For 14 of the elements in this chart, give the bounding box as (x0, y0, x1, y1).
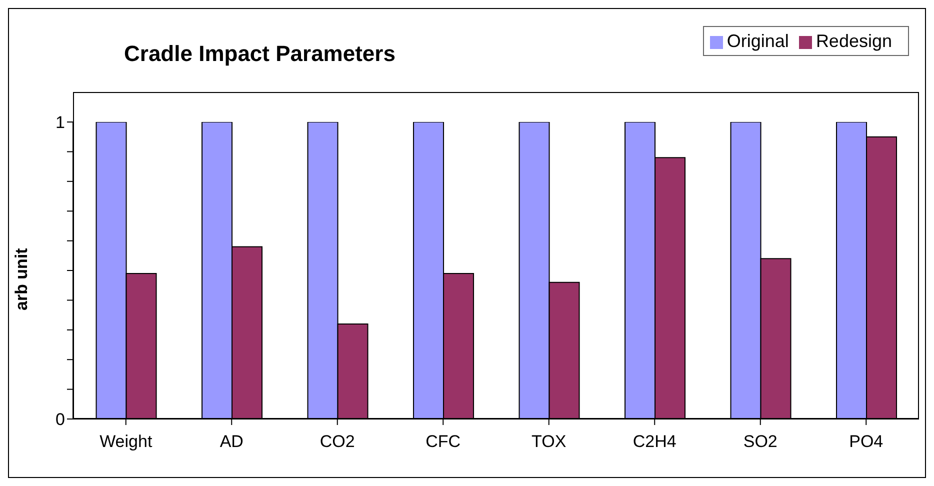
x-tick-label: C2H4 (632, 432, 676, 452)
legend-label: Original (726, 31, 789, 51)
y-axis-title: arb unit (12, 248, 32, 310)
chart-title: Cradle Impact Parameters (124, 41, 396, 67)
y-tick-label: 1 (56, 113, 65, 132)
x-tick-label: CO2 (320, 432, 355, 452)
x-tick-label: Weight (100, 432, 152, 452)
x-tick-label: TOX (532, 432, 566, 452)
x-tick-label: PO4 (849, 432, 884, 452)
y-tick-label: 0 (56, 410, 65, 430)
x-tick-label: SO2 (743, 432, 778, 452)
legend-label: Redesign (816, 31, 892, 51)
x-tick-label: AD (220, 432, 244, 452)
x-tick-label: CFC (426, 432, 461, 452)
